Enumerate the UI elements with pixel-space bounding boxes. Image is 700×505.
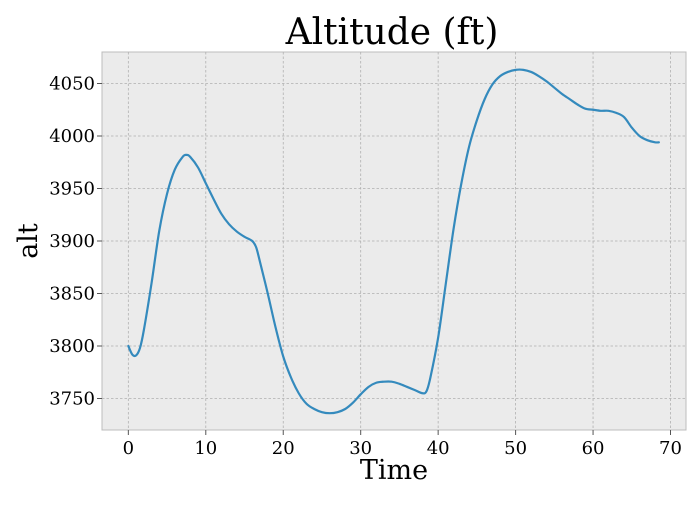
y-axis-label: alt: [13, 223, 44, 259]
altitude-series-line: [127, 68, 660, 415]
x-tick-label: 60: [582, 438, 605, 459]
x-tick-label: 50: [504, 438, 527, 459]
y-tick-label: 4050: [49, 74, 95, 95]
x-tick-label: 10: [194, 438, 217, 459]
x-tick-label: 0: [123, 438, 134, 459]
x-axis-ticks: 0 10 20 30 40 50 60 70: [123, 430, 682, 459]
x-tick-label: 40: [427, 438, 450, 459]
x-tick-label: 70: [659, 438, 682, 459]
chart-title: Altitude (ft): [285, 12, 499, 53]
x-axis-label: Time: [360, 455, 428, 486]
x-tick-label: 20: [272, 438, 295, 459]
x-tick-label: 30: [349, 438, 372, 459]
y-tick-label: 3900: [49, 231, 95, 252]
series-layer: [127, 68, 660, 415]
y-tick-label: 3750: [49, 389, 95, 410]
y-tick-label: 3850: [49, 284, 95, 305]
y-axis-ticks: 3750 3800 3850 3900 3950 4000 4050: [49, 74, 102, 410]
y-tick-label: 3950: [49, 179, 95, 200]
y-tick-label: 4000: [49, 126, 95, 147]
grid-lines: [102, 52, 686, 430]
y-tick-label: 3800: [49, 336, 95, 357]
